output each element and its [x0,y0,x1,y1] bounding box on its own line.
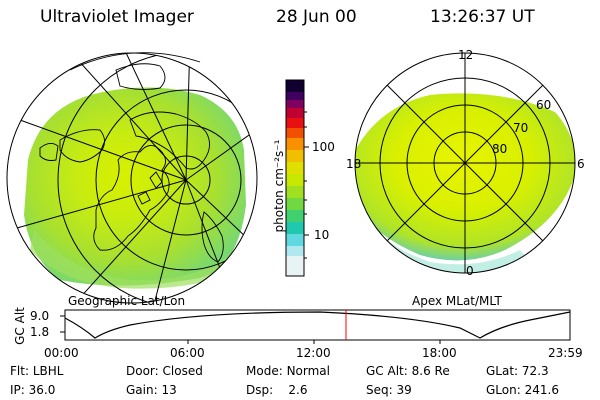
left-aurora-image [24,87,246,286]
time-label: 13:26:37 UT [430,7,535,27]
orbit-xtick-2: 12:00 [296,346,331,360]
orbit-xtick-1: 06:00 [170,346,205,360]
mlat-label-60: 60 [536,98,552,112]
colorbar-tick-10: 10 [314,228,330,242]
geographic-map [6,52,258,304]
info-door: Door: Closed [126,364,203,378]
coastlines [39,63,224,263]
orbit-plot [60,309,571,344]
info-seq: Seq: 39 [366,383,412,397]
apex-map [354,52,576,274]
info-dsp: Dsp: 2.6 [246,383,308,397]
mlt-label-12: 12 [458,48,474,62]
orbit-xtick-0: 00:00 [44,346,79,360]
right-map-caption: Apex MLat/MLT [412,294,502,308]
orbit-ylabel: GC Alt [13,307,27,345]
mlt-label-0: 0 [466,264,474,278]
altitude-curve [64,311,571,339]
info-glat: GLat: 72.3 [486,364,549,378]
color-bar [285,79,309,277]
mlt-label-18: 18 [346,157,362,171]
mlat-label-70: 70 [513,121,529,135]
orbit-xtick-4: 23:59 [548,346,583,360]
info-mode: Mode: Normal [246,364,330,378]
right-aurora-image [355,93,575,261]
mag-grid [354,52,576,274]
info-flt: Flt: LBHL [10,364,64,378]
instrument-title: Ultraviolet Imager [40,7,194,27]
colorbar-tick-100: 100 [312,140,335,154]
info-glon: GLon: 241.6 [486,383,559,397]
info-gc-alt: GC Alt: 8.6 Re [366,364,450,378]
mlt-label-6: 6 [577,157,585,171]
left-map-caption: Geographic Lat/Lon [68,294,186,308]
date-label: 28 Jun 00 [276,7,357,27]
colorbar-unit-label: photon cm⁻²s⁻¹ [272,139,286,233]
info-gain: Gain: 13 [126,383,177,397]
orbit-ytick-max: 9.0 [30,309,50,323]
mlat-label-80: 80 [492,142,508,156]
orbit-xtick-3: 18:00 [422,346,457,360]
orbit-ytick-min: 1.8 [30,325,50,339]
info-ip: IP: 36.0 [10,383,56,397]
